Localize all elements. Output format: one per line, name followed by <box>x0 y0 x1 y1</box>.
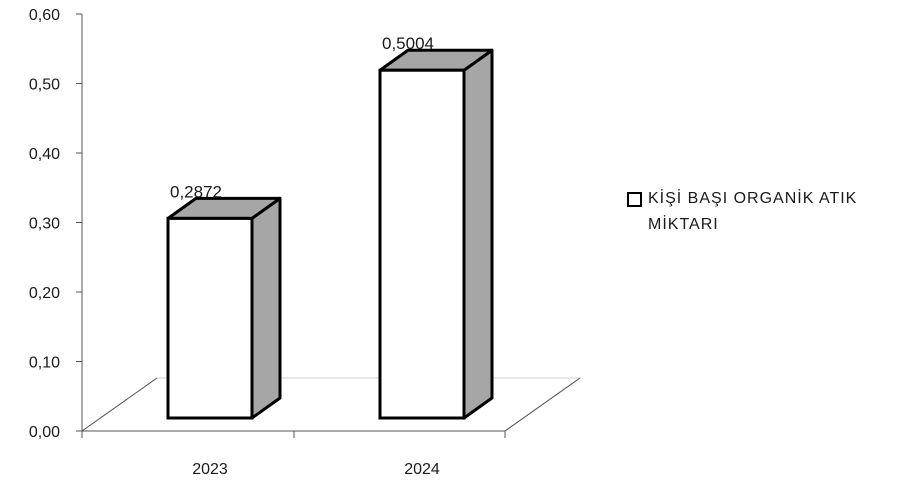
y-tick-label: 0,30 <box>29 216 60 233</box>
legend-swatch <box>627 192 642 207</box>
floor-left-edge <box>81 377 158 432</box>
y-tick-label: 0,20 <box>29 285 60 302</box>
data-label: 0,2872 <box>170 182 222 201</box>
y-tick-label: 0,10 <box>29 355 60 372</box>
chart-floor <box>80 377 582 432</box>
x-tick-label: 2023 <box>192 461 228 478</box>
bar-side <box>462 48 494 420</box>
legend-label: KİŞİ BAŞI ORGANİK ATIK MİKTARI <box>648 190 858 233</box>
data-label: 0,5004 <box>382 34 434 53</box>
y-tick-label: 0,60 <box>29 7 60 24</box>
bar-side <box>250 196 282 420</box>
y-tick-label: 0,00 <box>29 424 60 441</box>
bar <box>166 216 254 420</box>
y-tick-label: 0,50 <box>29 77 60 94</box>
floor-right-edge <box>504 377 581 432</box>
chart-legend: KİŞİ BAŞI ORGANİK ATIK MİKTARI <box>627 186 902 238</box>
x-tick-label: 2024 <box>404 461 440 478</box>
bar <box>378 68 466 420</box>
y-tick-label: 0,40 <box>29 146 60 163</box>
